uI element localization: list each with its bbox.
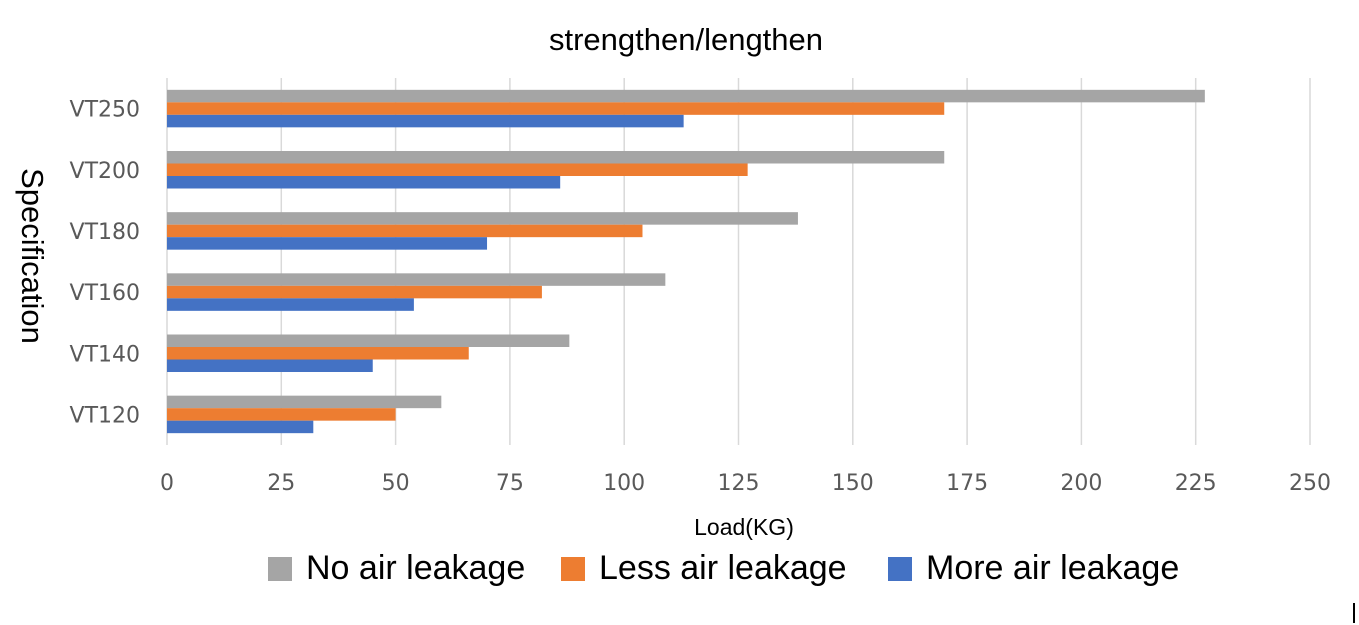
gridlines [166, 78, 1311, 445]
x-tick-label: 50 [382, 471, 410, 496]
x-tick-label: 250 [1289, 471, 1331, 496]
bar-no-air-leakage-vt140 [167, 334, 570, 347]
y-axis-label: Specification [15, 168, 50, 344]
y-tick-label: VT160 [70, 281, 140, 306]
legend-swatch [888, 557, 912, 581]
bar-less-air-leakage-vt160 [167, 285, 542, 299]
x-tick-label: 200 [1060, 471, 1102, 496]
legend: No air leakage Less air leakage More air l… [268, 549, 1179, 587]
bar-more-air-leakage-vt180 [167, 237, 488, 250]
bar-no-air-leakage-vt180 [167, 212, 798, 225]
y-tick-label: VT200 [70, 159, 140, 184]
x-tick-label: 25 [267, 471, 295, 496]
legend-label: Less air leakage [599, 549, 847, 587]
y-tick-label: VT120 [70, 403, 140, 428]
y-tick-label: VT140 [70, 342, 140, 367]
bar-no-air-leakage-vt160 [167, 273, 666, 286]
bar-more-air-leakage-vt200 [167, 176, 561, 189]
bars [167, 89, 1205, 434]
chart-title: strengthen/lengthen [549, 22, 823, 57]
x-tick-label: 100 [603, 471, 645, 496]
y-axis-ticks: VT120 VT140 VT160 VT180 VT200 VT250 [70, 98, 140, 429]
bar-no-air-leakage-vt250 [167, 89, 1205, 103]
bar-more-air-leakage-vt120 [167, 420, 314, 434]
bar-less-air-leakage-vt120 [167, 408, 396, 421]
legend-swatch [268, 557, 292, 581]
legend-swatch [561, 557, 585, 581]
x-tick-label: 125 [718, 471, 760, 496]
bar-less-air-leakage-vt250 [167, 102, 945, 115]
bar-no-air-leakage-vt120 [167, 395, 442, 409]
bar-more-air-leakage-vt160 [167, 298, 414, 311]
legend-label: More air leakage [926, 549, 1179, 587]
x-axis-label: Load(KG) [694, 514, 794, 540]
bar-more-air-leakage-vt140 [167, 359, 373, 372]
bar-more-air-leakage-vt250 [167, 114, 684, 128]
x-tick-label: 0 [160, 471, 174, 496]
bar-no-air-leakage-vt200 [167, 151, 945, 164]
x-axis-ticks: 0 25 50 75 100 125 150 175 200 225 250 [160, 471, 1331, 496]
y-tick-label: VT180 [70, 220, 140, 245]
bar-less-air-leakage-vt200 [167, 163, 748, 176]
legend-label: No air leakage [306, 549, 525, 587]
bar-less-air-leakage-vt180 [167, 224, 643, 238]
y-tick-label: VT250 [70, 98, 140, 123]
x-tick-label: 175 [946, 471, 988, 496]
x-tick-label: 150 [832, 471, 874, 496]
x-tick-label: 225 [1175, 471, 1217, 496]
edge-mark [1353, 603, 1355, 623]
bar-less-air-leakage-vt140 [167, 347, 469, 360]
x-tick-label: 75 [496, 471, 524, 496]
